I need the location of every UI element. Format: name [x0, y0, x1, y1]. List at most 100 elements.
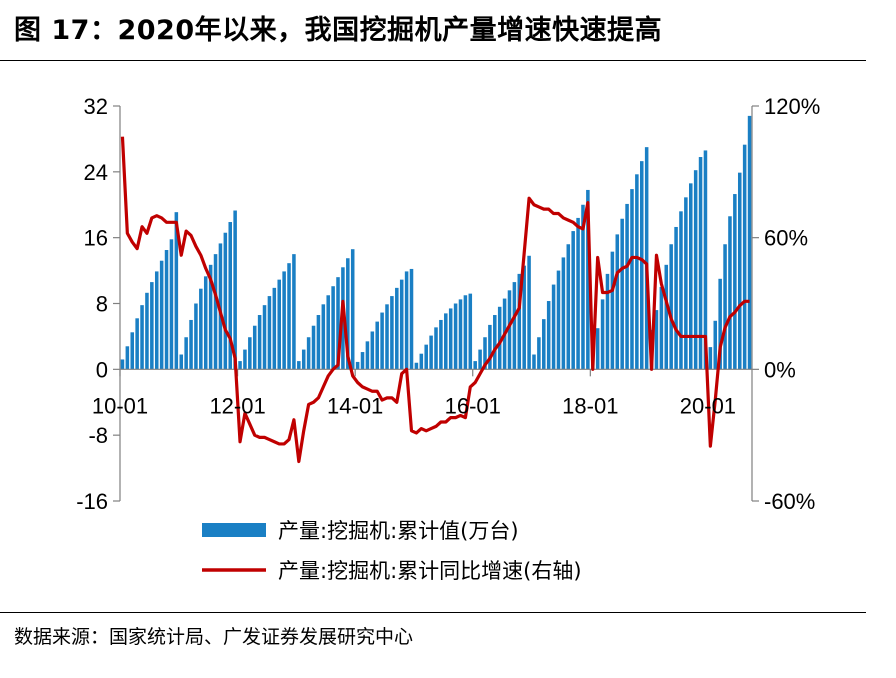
bar — [404, 271, 409, 370]
x-axis-tick-label: 10-01 — [92, 393, 148, 418]
legend: 产量:挖掘机:累计值(万台) 产量:挖掘机:累计同比增速(右轴) — [202, 519, 582, 583]
bar — [473, 361, 477, 370]
bar — [150, 282, 154, 370]
x-axis-tick-label: 20-01 — [680, 393, 736, 418]
bar — [262, 305, 267, 370]
bar — [282, 271, 286, 370]
bar — [267, 296, 272, 370]
bar — [684, 197, 688, 370]
legend-bar-label: 产量:挖掘机:累计值(万台) — [278, 519, 519, 543]
bar — [159, 260, 164, 370]
bar — [297, 361, 301, 370]
title-divider — [0, 60, 866, 61]
left-axis-tick-label: -8 — [88, 423, 108, 448]
left-axis-tick-label: 32 — [84, 94, 108, 119]
bar — [615, 234, 620, 370]
bar — [385, 304, 389, 370]
right-axis-tick-label: 120% — [764, 94, 820, 119]
left-axis-tick-label: 24 — [84, 160, 108, 185]
bar — [737, 172, 742, 370]
bar — [409, 268, 414, 370]
bar — [497, 306, 502, 370]
left-axis-tick-label: 16 — [84, 226, 108, 251]
bar — [698, 157, 703, 370]
bar — [189, 319, 193, 370]
bar — [326, 295, 330, 370]
bar — [610, 251, 615, 370]
bar — [213, 254, 218, 370]
bar — [448, 308, 453, 370]
bar — [630, 189, 634, 370]
bar — [595, 328, 600, 370]
bar — [561, 257, 566, 370]
bar — [542, 319, 546, 370]
x-axis-tick-label: 16-01 — [445, 393, 501, 418]
bar — [199, 288, 203, 370]
chart: -16 -8 0 8 16 24 32 -60% 0% 60% 120% 10-01 12-01 14-0… — [76, 94, 820, 583]
bar — [252, 325, 257, 370]
bar — [581, 204, 585, 370]
bar — [130, 332, 135, 370]
bar — [517, 273, 522, 370]
bar — [527, 255, 531, 370]
bar — [316, 315, 321, 370]
bar — [292, 254, 296, 370]
bar — [355, 361, 360, 370]
bar — [689, 183, 693, 370]
x-axis-tick-label: 12-01 — [209, 393, 265, 418]
left-axis-tick-label: -16 — [76, 489, 108, 514]
bar — [493, 315, 497, 370]
footer-divider — [0, 612, 866, 613]
bar — [257, 315, 262, 370]
bar — [414, 362, 419, 370]
x-axis-tick-label: 14-01 — [327, 393, 383, 418]
bar — [321, 304, 326, 370]
bar — [728, 216, 732, 370]
bar — [208, 264, 213, 370]
left-axis-tick-label: 8 — [96, 292, 108, 317]
bar — [713, 320, 718, 370]
bar — [272, 287, 277, 370]
right-axis-tick-label: 60% — [764, 226, 808, 251]
bar — [659, 287, 664, 370]
bar — [395, 287, 399, 370]
bar — [120, 359, 125, 370]
bar — [311, 325, 316, 370]
bar — [169, 239, 174, 370]
bar — [693, 170, 698, 370]
x-axis-tick-label: 18-01 — [562, 393, 618, 418]
bar — [360, 352, 365, 370]
legend-line-label: 产量:挖掘机:累计同比增速(右轴) — [278, 559, 582, 583]
bar — [365, 341, 370, 370]
bar — [733, 194, 737, 370]
bar — [586, 189, 590, 370]
legend-bar-swatch — [202, 523, 266, 537]
bar — [140, 305, 144, 370]
bar — [620, 218, 624, 370]
bar-series — [120, 115, 752, 370]
bar — [346, 258, 350, 370]
bar — [429, 335, 433, 370]
bar — [640, 161, 644, 370]
bar — [194, 303, 198, 370]
figure-title: 图 17：2020年以来，我国挖掘机产量增速快速提高 — [14, 15, 663, 46]
bar — [600, 299, 605, 370]
bar — [654, 310, 659, 370]
bar — [233, 210, 237, 370]
bar — [444, 313, 448, 370]
bar — [747, 115, 752, 370]
bar — [380, 312, 384, 370]
bar — [179, 354, 184, 370]
bar — [419, 353, 424, 370]
bar — [125, 346, 130, 370]
bar — [390, 296, 394, 370]
bar — [635, 174, 639, 370]
growth-line — [120, 136, 750, 464]
bar — [223, 232, 228, 370]
bar — [703, 150, 708, 370]
bar — [566, 244, 571, 370]
bar — [546, 301, 551, 370]
bar — [145, 292, 149, 370]
bar — [370, 331, 375, 370]
bar — [375, 321, 379, 370]
